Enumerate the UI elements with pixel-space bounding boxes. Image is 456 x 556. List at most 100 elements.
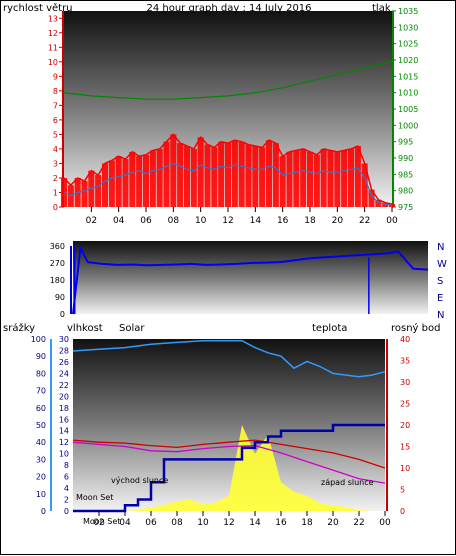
rain-humidity-solar-panel: srážky vlhkost Solar teplota rosný bod 0… [3, 322, 440, 528]
gust-bar [211, 147, 218, 207]
humidity-tick-label: 70 [36, 387, 46, 396]
gust-bar [149, 150, 156, 207]
time-tick-label: 08 [171, 518, 183, 528]
direction-degree-label: 360 [50, 242, 65, 251]
rain-tick-label: 24 [59, 369, 69, 378]
time-tick-label: 20 [332, 216, 344, 226]
gust-bar [238, 141, 245, 207]
wind-speed-tick-label: 4 [53, 145, 58, 154]
gust-bar [306, 151, 314, 207]
humidity-line [72, 339, 386, 378]
rain-tick-label: 16 [59, 415, 69, 424]
gust-bar [197, 137, 204, 207]
direction-panel-background [73, 241, 428, 314]
time-tick-label: 12 [223, 518, 234, 528]
temperature-tick-label: 20 [400, 421, 410, 430]
direction-degree-ticks: 0 90 180 270 360 [50, 242, 72, 319]
solar-axis-label: Solar [119, 323, 145, 334]
gust-bar [95, 175, 102, 207]
gust-bar [320, 148, 327, 207]
dew-point-axis-label: rosný bod [391, 322, 440, 334]
temperature-tick-label: 10 [400, 464, 410, 473]
temperature-tick-label: 35 [400, 357, 410, 366]
sunset-annotation: západ slunce [321, 478, 374, 487]
direction-degree-label: 0 [60, 310, 65, 319]
gust-bar [218, 141, 225, 207]
pressure-tick-label: 1030 [398, 23, 418, 32]
pressure-tick-label: 1025 [398, 40, 418, 49]
humidity-tick-label: 10 [36, 490, 46, 499]
gust-bar [375, 199, 382, 207]
gust-bar [231, 140, 238, 207]
time-tick-label: 10 [197, 518, 209, 528]
lower-series [72, 339, 386, 513]
wind-speed-tick-label: 3 [53, 159, 58, 168]
rain-tick-label: 2 [64, 496, 69, 505]
time-tick-label: 04 [113, 216, 125, 226]
pressure-tick-label: 985 [398, 170, 413, 179]
humidity-tick-label: 40 [36, 438, 46, 447]
wind-pressure-panel: rychlost větru 24 hour graph day : 14 Ju… [3, 2, 418, 226]
humidity-axis-label: vlhkost [67, 323, 103, 334]
time-tick-label: 14 [249, 518, 261, 528]
wind-speed-tick-label: 13 [48, 14, 58, 23]
rain-tick-label: 26 [59, 358, 69, 367]
wind-speed-tick-label: 9 [53, 72, 58, 81]
time-tick-label: 16 [275, 518, 287, 528]
rain-tick-label: 14 [59, 427, 69, 436]
gust-bar [354, 146, 361, 207]
gust-bar [382, 202, 389, 207]
pressure-axis-label: tlak [372, 3, 391, 14]
humidity-tick-label: 100 [31, 335, 46, 344]
gust-bar [293, 150, 300, 207]
wind-speed-tick-label: 1 [53, 188, 58, 197]
wind-speed-axis-label: rychlost větru [3, 2, 73, 14]
wind-speed-tick-label: 6 [53, 116, 58, 125]
temperature-tick-label: 40 [400, 335, 410, 344]
wind-speed-tick-label: 0 [53, 203, 58, 212]
temperature-line [72, 439, 386, 469]
wind-speed-tick-label: 2 [53, 174, 58, 183]
time-tick-label: 00 [386, 216, 398, 226]
gust-bar [204, 144, 211, 207]
direction-line [72, 244, 429, 315]
moon-set-bottom-annotation: Moon Set [83, 517, 120, 526]
gust-bar [136, 156, 143, 207]
time-tick-label: 08 [168, 216, 180, 226]
gust-bar [279, 156, 286, 207]
temperature-axis-label: teplota [312, 323, 347, 334]
time-tick-label: 00 [379, 518, 391, 528]
pressure-tick-label: 990 [398, 154, 413, 163]
gust-bar [300, 148, 307, 207]
time-tick-label: 18 [304, 216, 316, 226]
rain-tick-label: 20 [59, 392, 69, 401]
pressure-tick-label: 995 [398, 138, 413, 147]
gust-bar [142, 154, 150, 207]
temperature-ticks: 0 5 10 15 20 25 30 35 40 [386, 335, 410, 516]
rain-tick-label: 4 [64, 484, 69, 493]
compass-label: E [437, 293, 443, 304]
direction-degree-label: 270 [50, 259, 65, 268]
gust-bar [122, 159, 129, 207]
gust-bar [177, 143, 184, 207]
compass-label: N [437, 242, 444, 253]
time-tick-label: 04 [119, 518, 131, 528]
gust-bar [252, 146, 259, 207]
gust-bar [81, 180, 88, 207]
gust-bar [272, 143, 279, 207]
gust-bar [341, 150, 348, 207]
pressure-ticks: 975 980 985 990 995 1000 1005 1010 1015 1020 1025 1… [392, 7, 418, 212]
wind-speed-tick-label: 5 [53, 130, 58, 139]
gust-bar [265, 140, 273, 207]
gust-bar [190, 148, 197, 207]
time-tick-label: 22 [353, 518, 364, 528]
time-tick-label: 10 [195, 216, 207, 226]
temperature-tick-label: 0 [400, 507, 405, 516]
direction-degree-label: 180 [50, 276, 65, 285]
humidity-tick-label: 60 [36, 404, 46, 413]
direction-series [72, 244, 429, 315]
wind-speed-tick-label: 10 [48, 58, 58, 67]
